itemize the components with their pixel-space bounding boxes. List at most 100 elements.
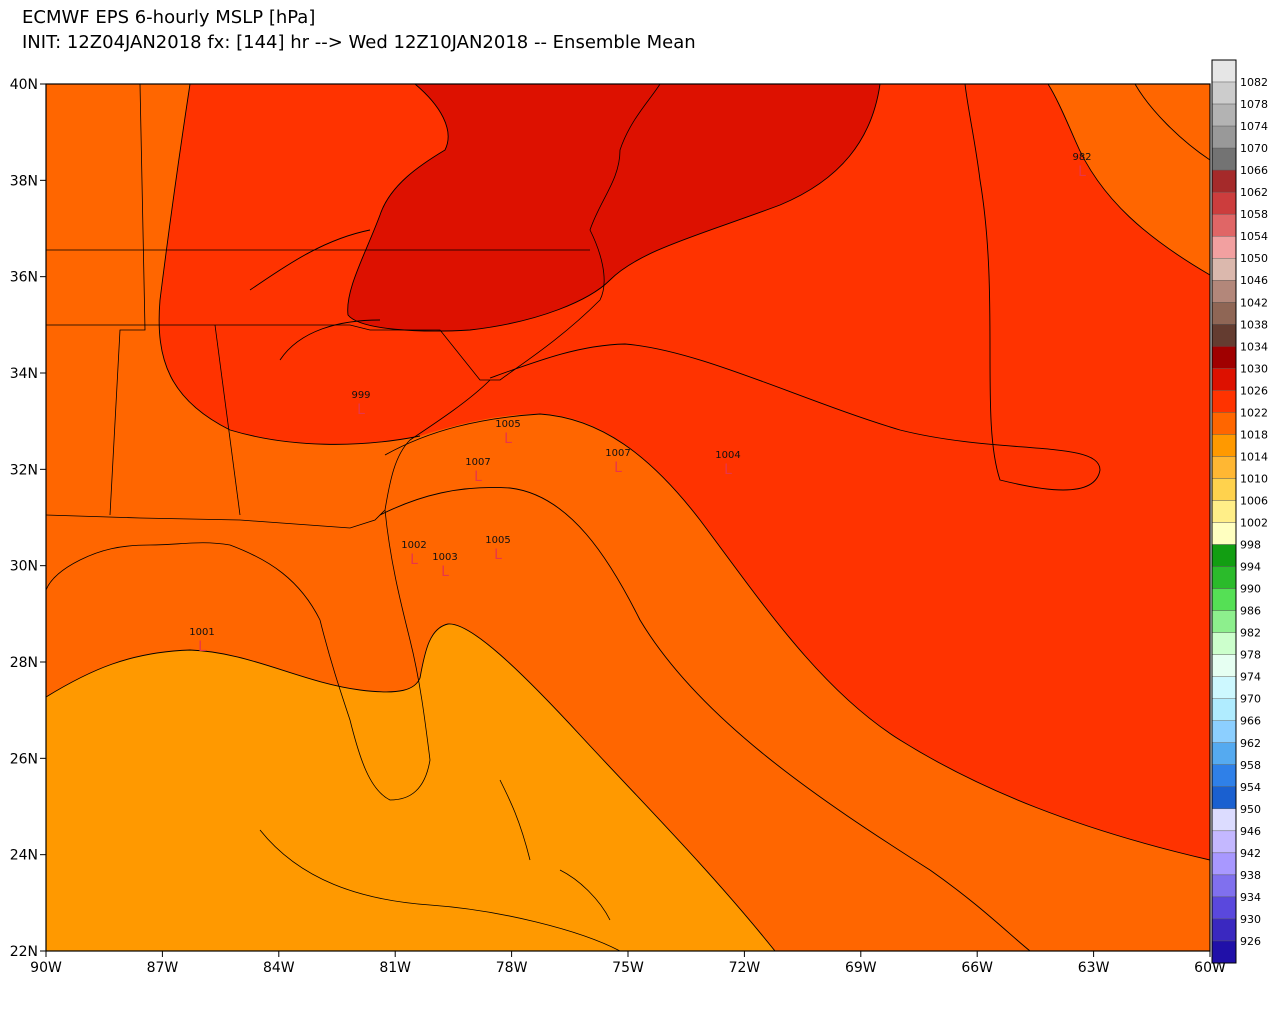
colorbar-swatch — [1211, 213, 1237, 237]
colorbar-swatch — [1211, 610, 1237, 633]
colorbar-swatch — [1211, 544, 1237, 567]
colorbar-label: 1046 — [1240, 274, 1268, 287]
colorbar-swatch — [1211, 566, 1237, 589]
colorbar-swatch — [1211, 81, 1237, 105]
colorbar-label: 958 — [1240, 759, 1261, 772]
lon-label: 60W — [1194, 960, 1226, 976]
colorbar-swatch — [1211, 125, 1237, 149]
isobar — [1047, 84, 1210, 276]
colorbar-swatch — [1211, 764, 1237, 788]
colorbar-swatch — [1211, 654, 1237, 677]
subtitle: INIT: 12Z04JAN2018 fx: [144] hr --> Wed … — [22, 32, 696, 53]
colorbar-label: 1002 — [1240, 517, 1268, 530]
coast-border — [109, 84, 146, 516]
colorbar-swatch — [1211, 346, 1237, 369]
colorbar-label: 934 — [1240, 891, 1261, 904]
colorbar-label: 1058 — [1240, 208, 1268, 221]
low-pressure-value: 982 — [1072, 152, 1091, 163]
colorbar-label: 970 — [1240, 693, 1261, 706]
colorbar-label: 1078 — [1240, 98, 1268, 111]
isobar — [1134, 84, 1210, 161]
colorbar-swatch — [1211, 412, 1237, 435]
lat-label: 40N — [10, 77, 38, 93]
colorbar-swatch — [1211, 896, 1237, 920]
colorbar-swatch — [1211, 368, 1237, 391]
colorbar-swatch — [1211, 918, 1237, 942]
colorbar-swatch — [1211, 676, 1237, 699]
colorbar-label: 1070 — [1240, 142, 1268, 155]
low-pressure-value: 1005 — [485, 535, 510, 546]
colorbar-swatch — [1211, 59, 1237, 83]
isobar — [158, 84, 421, 445]
colorbar-swatch — [1211, 235, 1237, 259]
colorbar-label: 986 — [1240, 605, 1261, 618]
colorbar: 1082 1078 1074 1070 1066 1062 1058 1054 1050 1046… — [1211, 59, 1268, 964]
colorbar-label: 1054 — [1240, 230, 1268, 243]
low-marker: L — [724, 462, 732, 478]
colorbar-label: 1030 — [1240, 362, 1268, 375]
isobar — [384, 413, 1210, 861]
isobar — [379, 487, 1031, 951]
colorbar-label: 950 — [1240, 803, 1261, 816]
colorbar-label: 1038 — [1240, 318, 1268, 331]
low-marker: L — [198, 639, 206, 655]
colorbar-label: 1014 — [1240, 450, 1268, 463]
colorbar-label: 974 — [1240, 671, 1261, 684]
colorbar-swatch — [1211, 522, 1237, 545]
colorbar-swatch — [1211, 698, 1237, 721]
lon-label: 72W — [729, 960, 761, 976]
isobar — [46, 623, 776, 951]
pressure-fill — [46, 623, 775, 951]
isobar — [249, 229, 371, 291]
colorbar-label: 1082 — [1240, 76, 1268, 89]
colorbar-swatch — [1211, 147, 1237, 171]
colorbar-label: 954 — [1240, 781, 1261, 794]
colorbar-swatch — [1211, 324, 1237, 347]
low-marker: L — [504, 431, 512, 447]
lat-label: 32N — [10, 462, 38, 478]
colorbar-swatch — [1211, 830, 1237, 854]
colorbar-label: 1022 — [1240, 406, 1268, 419]
colorbar-frame — [1211, 59, 1237, 964]
colorbar-label: 1010 — [1240, 472, 1268, 485]
lon-label: 81W — [379, 960, 411, 976]
low-pressure-value: 1005 — [495, 419, 520, 430]
colorbar-label: 1042 — [1240, 296, 1268, 309]
lat-label: 22N — [10, 944, 38, 960]
colorbar-label: 990 — [1240, 583, 1261, 596]
lon-label: 90W — [30, 960, 62, 976]
coast-border — [46, 509, 431, 801]
lat-label: 36N — [10, 270, 38, 286]
colorbar-swatch — [1211, 808, 1237, 832]
low-marker: L — [357, 402, 365, 418]
colorbar-swatch — [1211, 940, 1237, 964]
colorbar-swatch — [1211, 390, 1237, 413]
colorbar-label: 946 — [1240, 825, 1261, 838]
colorbar-swatch — [1211, 500, 1237, 523]
colorbar-label: 1018 — [1240, 428, 1268, 441]
colorbar-label: 1074 — [1240, 120, 1268, 133]
low-pressure-value: 1002 — [401, 540, 426, 551]
colorbar-label: 1026 — [1240, 384, 1268, 397]
colorbar-label: 998 — [1240, 539, 1261, 552]
lon-label: 87W — [147, 960, 179, 976]
colorbar-swatch — [1211, 742, 1237, 765]
colorbar-label: 966 — [1240, 715, 1261, 728]
colorbar-swatch — [1211, 874, 1237, 898]
lon-label: 66W — [961, 960, 993, 976]
colorbar-label: 930 — [1240, 913, 1261, 926]
lat-label: 24N — [10, 848, 38, 864]
colorbar-label: 1034 — [1240, 340, 1268, 353]
colorbar-label: 1050 — [1240, 252, 1268, 265]
colorbar-swatch — [1211, 191, 1237, 215]
lon-label: 69W — [845, 960, 877, 976]
lat-label: 28N — [10, 655, 38, 671]
colorbar-label: 1066 — [1240, 164, 1268, 177]
low-marker: L — [474, 469, 482, 485]
lat-label: 30N — [10, 559, 38, 575]
low-pressure-value: 1001 — [189, 627, 214, 638]
low-pressure-value: 1003 — [432, 552, 457, 563]
lon-label: 63W — [1078, 960, 1110, 976]
